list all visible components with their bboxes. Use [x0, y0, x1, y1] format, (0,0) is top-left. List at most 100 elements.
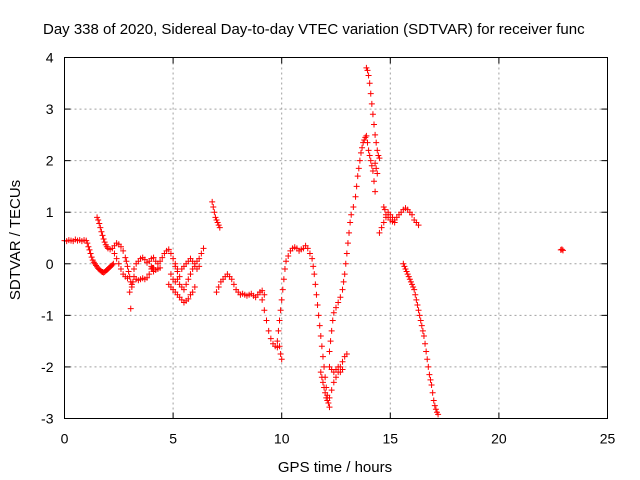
data-point	[316, 322, 323, 329]
data-point	[337, 294, 344, 301]
data-point	[144, 274, 151, 281]
data-point	[128, 283, 135, 290]
data-point	[353, 183, 360, 190]
data-point	[96, 220, 103, 227]
x-tick-label: 25	[600, 431, 616, 447]
data-point	[120, 247, 127, 254]
y-tick-label: 2	[46, 153, 54, 169]
data-point	[214, 219, 221, 226]
data-point	[372, 160, 379, 167]
data-point	[376, 155, 383, 162]
data-point	[416, 312, 423, 319]
data-point	[95, 216, 102, 223]
data-point	[326, 348, 333, 355]
data-point	[278, 356, 285, 363]
data-point	[228, 276, 235, 283]
data-point	[189, 258, 196, 265]
data-point	[343, 351, 350, 358]
data-point	[319, 353, 326, 360]
y-tick-label: 3	[46, 101, 54, 117]
data-point	[325, 400, 332, 407]
data-point	[357, 149, 364, 156]
data-point	[424, 356, 431, 363]
data-point	[317, 332, 324, 339]
data-point	[403, 268, 410, 275]
data-point	[85, 243, 92, 250]
data-point	[367, 157, 374, 164]
data-point	[340, 278, 347, 285]
data-point	[211, 209, 218, 216]
data-point	[200, 245, 207, 252]
data-point	[409, 281, 416, 288]
data-point	[339, 358, 346, 365]
data-point	[417, 317, 424, 324]
data-point	[129, 278, 136, 285]
data-point	[283, 258, 290, 265]
data-point	[405, 273, 412, 280]
data-point	[285, 253, 292, 260]
data-point	[354, 173, 361, 180]
axis-ticks	[64, 57, 608, 419]
data-point	[374, 147, 381, 154]
data-point	[365, 147, 372, 154]
data-point	[373, 165, 380, 172]
data-point	[365, 72, 372, 79]
data-point	[363, 132, 370, 139]
data-point	[429, 389, 436, 396]
x-axis-label: GPS time / hours	[278, 459, 392, 476]
data-point	[318, 343, 325, 350]
data-point	[430, 397, 437, 404]
data-point	[150, 254, 157, 261]
data-point	[348, 211, 355, 218]
data-point	[364, 139, 371, 146]
data-point	[304, 245, 311, 252]
data-point	[306, 250, 313, 257]
data-point	[196, 263, 203, 270]
data-point	[88, 254, 95, 261]
data-point	[414, 302, 421, 309]
data-point	[432, 406, 439, 413]
data-point	[329, 317, 336, 324]
data-point	[335, 299, 342, 306]
data-point	[310, 263, 317, 270]
data-point	[109, 261, 116, 268]
data-point	[99, 232, 106, 239]
data-point	[420, 332, 427, 339]
x-tick-labels: 0 5 10 15 20 25	[61, 431, 616, 447]
data-point	[339, 286, 346, 293]
data-point	[183, 281, 190, 288]
data-point	[418, 322, 425, 329]
data-point	[426, 371, 433, 378]
data-point	[215, 283, 222, 290]
data-point	[335, 363, 342, 370]
data-point	[261, 307, 268, 314]
data-point	[350, 204, 357, 211]
data-point	[415, 307, 422, 314]
data-point	[378, 224, 385, 231]
data-point	[409, 211, 416, 218]
data-point	[369, 167, 376, 174]
data-point	[265, 327, 272, 334]
data-point	[167, 271, 174, 278]
data-point	[123, 258, 130, 265]
y-tick-label: 4	[46, 50, 54, 66]
data-point	[364, 67, 371, 74]
data-point	[115, 260, 122, 267]
data-point	[124, 263, 131, 270]
data-point	[165, 246, 172, 253]
data-point	[413, 296, 420, 303]
data-point	[86, 246, 93, 253]
data-point	[415, 222, 422, 229]
data-point	[230, 281, 237, 288]
data-point	[322, 389, 329, 396]
data-point	[427, 376, 434, 383]
data-point	[261, 291, 268, 298]
data-point	[339, 366, 346, 373]
y-tick-labels: -3 -2 -1 0 1 2 3 4	[41, 50, 54, 427]
plot-frame	[64, 57, 608, 419]
data-point	[558, 246, 565, 253]
data-point	[277, 307, 284, 314]
data-point	[411, 286, 418, 293]
data-point	[256, 289, 263, 296]
